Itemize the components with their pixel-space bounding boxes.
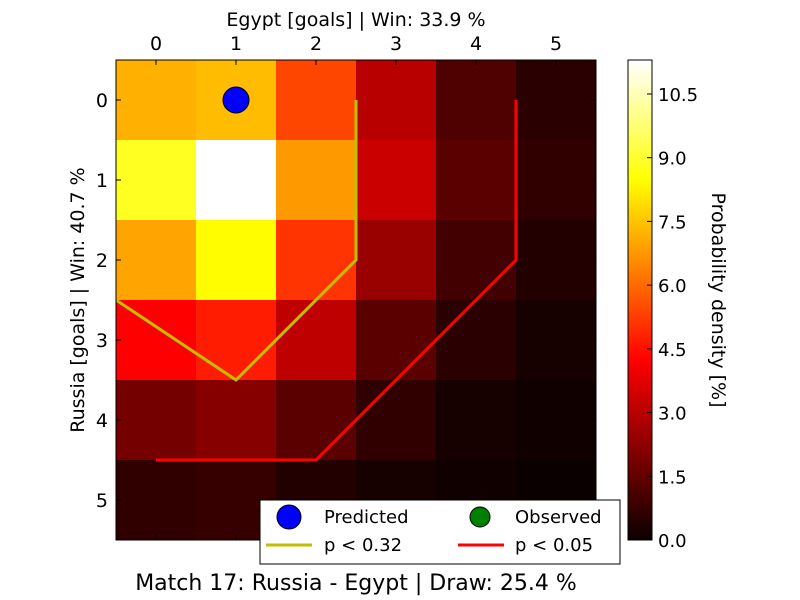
colorbar-tick-label: 4.5 [658,340,687,361]
colorbar-tick-label: 0.0 [658,531,687,552]
colorbar-tick-label: 10.5 [658,85,698,106]
heatmap-cell [196,300,276,380]
y-tick-label: 0 [96,90,108,112]
y-tick-label: 1 [96,170,108,192]
y-tick-label: 2 [96,250,108,272]
heatmap-cell [436,140,516,220]
heatmap-cell [116,60,196,140]
x-tick-label: 0 [150,33,162,55]
heatmap-cell [356,220,436,300]
colorbar: 0.0 1.5 3.0 4.5 6.0 7.5 9.0 10.5 Probability de… [627,59,729,552]
heatmap-cell [356,380,436,460]
heatmap-cell [356,60,436,140]
heatmap-cell [356,140,436,220]
heatmap-cell [196,220,276,300]
legend-box [259,499,621,565]
heatmap-cell [276,140,356,220]
heatmap-cell [196,380,276,460]
heatmap-cell [436,60,516,140]
heatmap-cell [276,60,356,140]
colorbar-tick-label: 1.5 [658,467,687,488]
heatmap-cell [516,300,596,380]
legend-predicted-label: Predicted [324,507,409,528]
x-tick-label: 4 [470,33,482,55]
x-axis-label: Egypt [goals] | Win: 33.9 % [226,9,485,31]
legend: Predicted Observed p < 0.32 p < 0.05 [259,499,621,565]
heatmap-cell [276,300,356,380]
heatmap-cell [516,140,596,220]
heatmap-cell [116,300,196,380]
heatmap-cell [196,140,276,220]
heatmap-cell [436,220,516,300]
contour-line [115,100,358,382]
colorbar-label: Probability density [%] [707,192,729,407]
legend-p005-label: p < 0.05 [515,535,593,556]
x-tick-label: 2 [310,33,322,55]
heatmap-cell [436,300,516,380]
heatmap-cell [356,300,436,380]
colorbar-tick-label: 6.0 [658,276,687,297]
heatmap-cell [436,380,516,460]
markers [222,86,250,114]
contour-lines [115,100,518,462]
heatmap-cells [116,60,596,540]
chart-title: Match 17: Russia - Egypt | Draw: 25.4 % [135,571,577,596]
legend-predicted-marker [276,504,302,530]
colorbar-tick-label: 7.5 [658,212,687,233]
heatmap-cell [116,380,196,460]
y-tick-label: 3 [96,330,108,352]
legend-observed-marker [469,506,491,528]
predicted-marker [222,86,250,114]
colorbar-gradient [627,59,653,541]
legend-observed-label: Observed [515,507,602,528]
y-axis-label: Russia [goals] | Win: 40.7 % [67,167,89,433]
heatmap-cell [516,380,596,460]
x-tick-label: 1 [230,33,242,55]
y-tick-label: 5 [96,490,108,512]
y-axis-ticks: 0 1 2 3 4 5 [96,90,596,512]
x-tick-label: 3 [390,33,402,55]
y-tick-label: 4 [96,410,108,432]
colorbar-ticks: 0.0 1.5 3.0 4.5 6.0 7.5 9.0 10.5 [647,85,698,552]
heatmap-cell [116,140,196,220]
x-axis-ticks: 0 1 2 3 4 5 [150,33,562,540]
legend-p032-label: p < 0.32 [324,535,402,556]
colorbar-tick-label: 9.0 [658,149,687,170]
heatmap-cell [516,60,596,140]
heatmap-cell [276,220,356,300]
heatmap-cell [116,460,196,540]
colorbar-tick-label: 3.0 [658,404,687,425]
heatmap-cell [116,220,196,300]
contour-line [156,100,518,462]
heatmap-cell [516,220,596,300]
x-tick-label: 5 [550,33,562,55]
heatmap-cell [276,380,356,460]
